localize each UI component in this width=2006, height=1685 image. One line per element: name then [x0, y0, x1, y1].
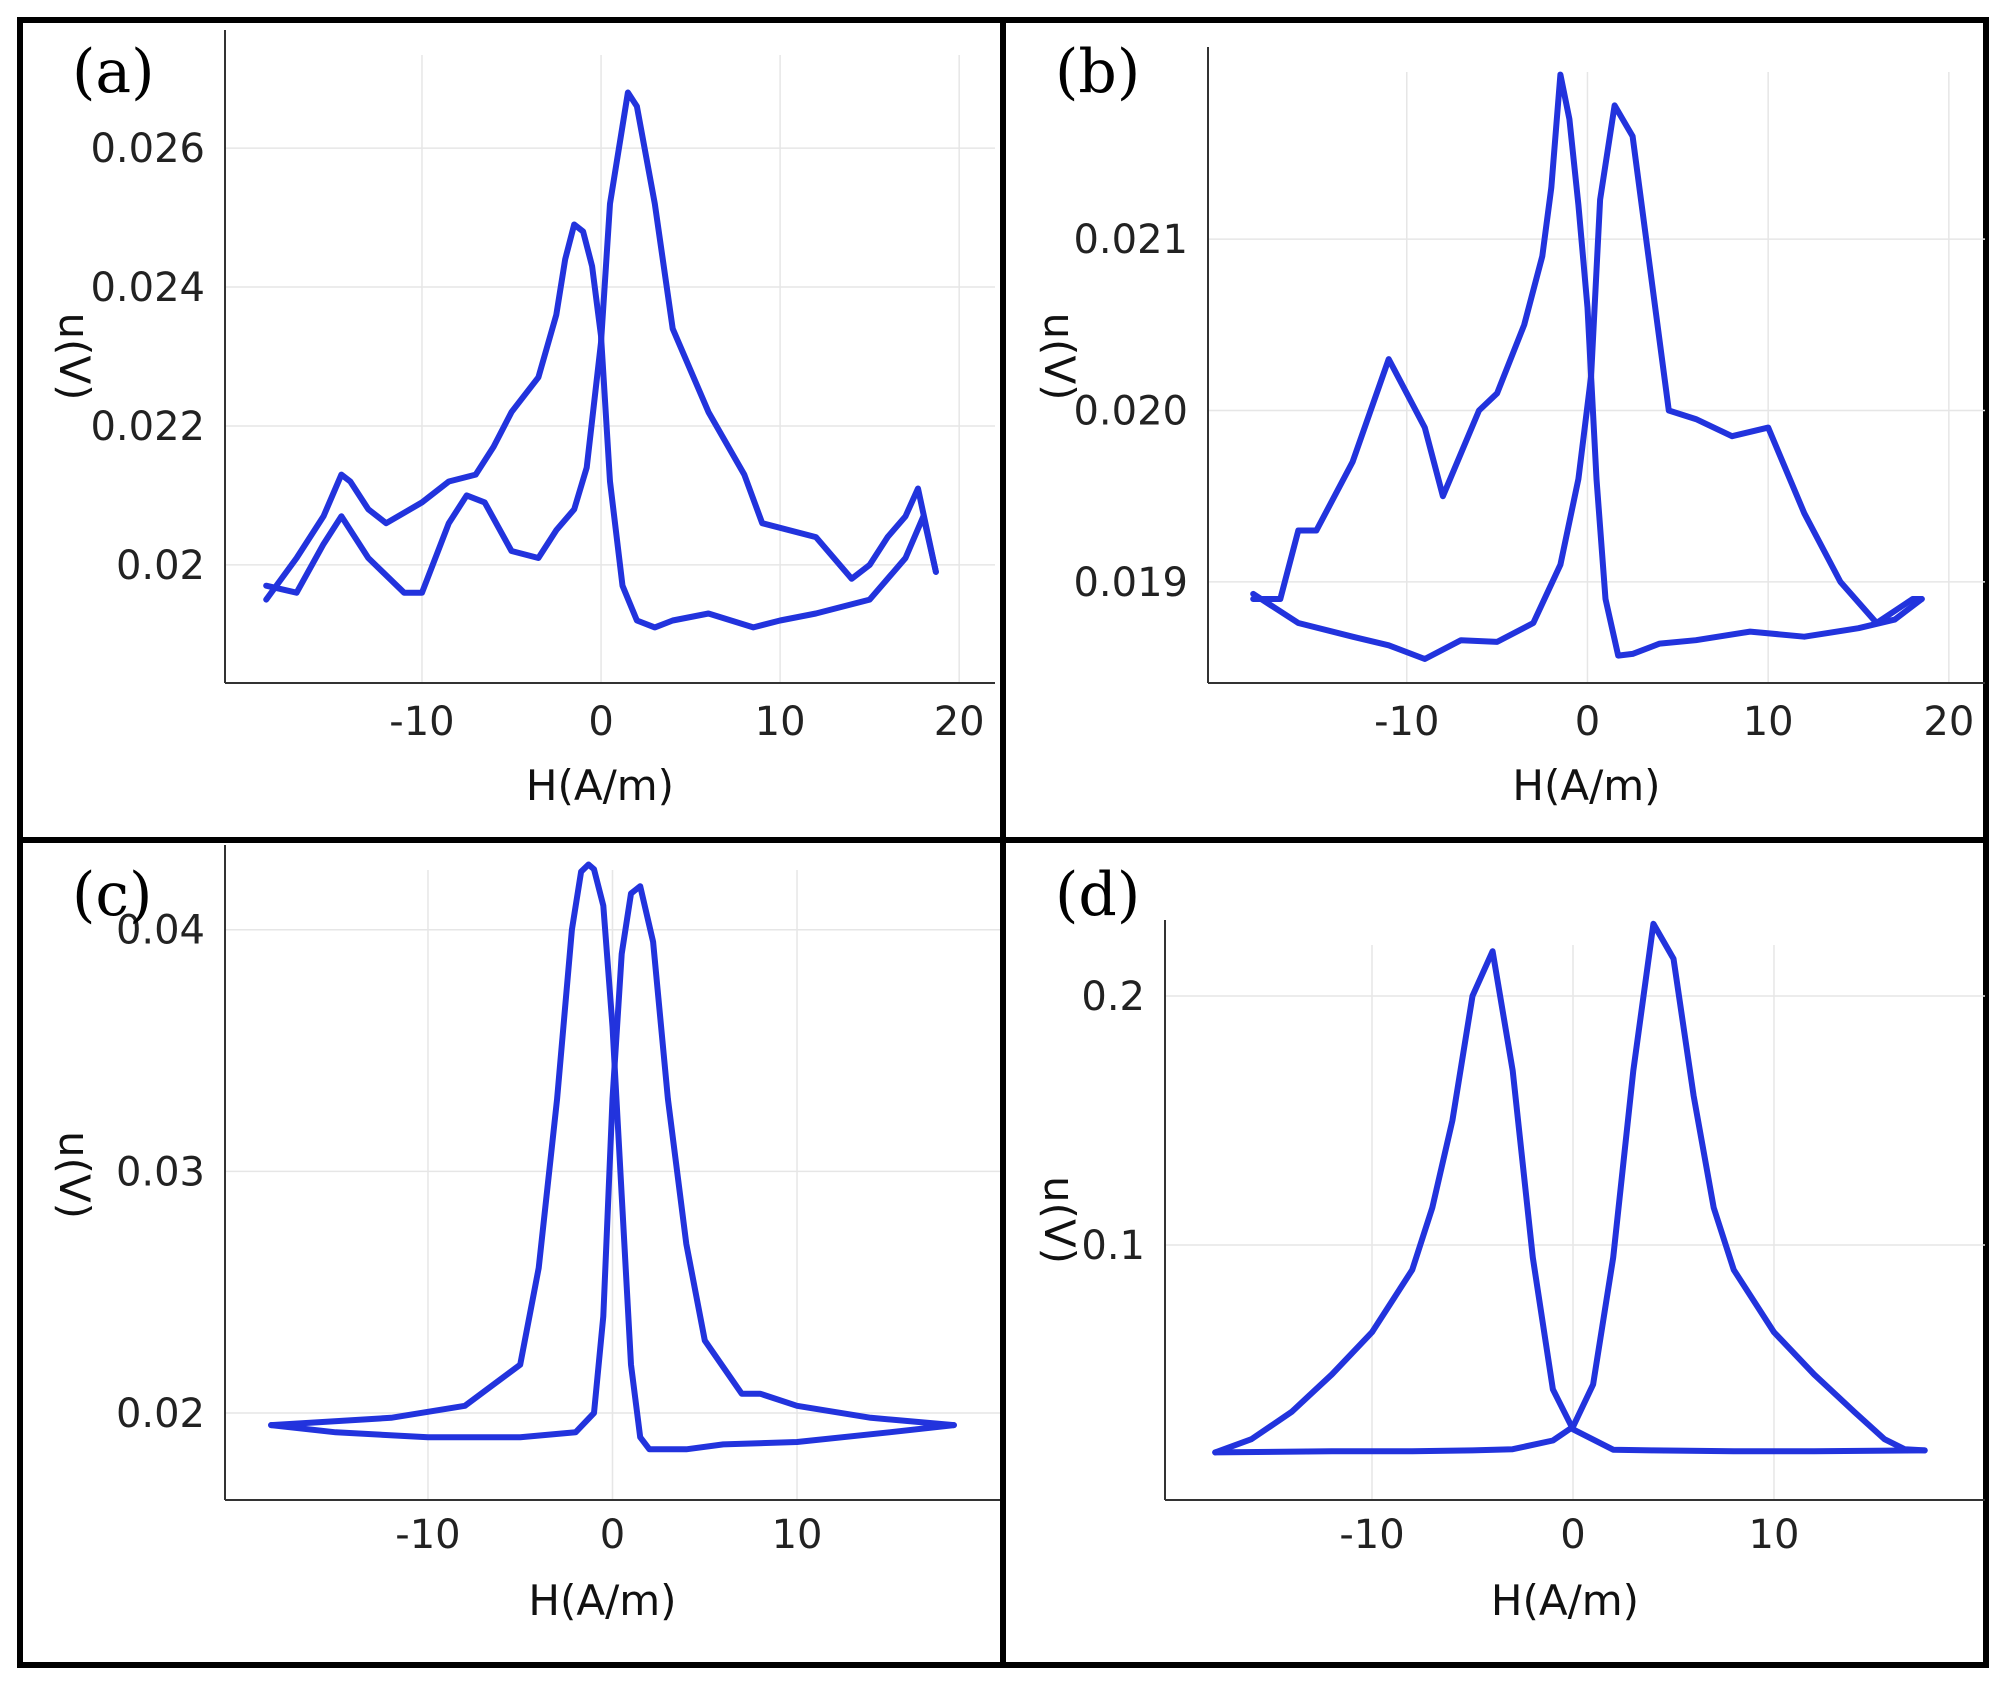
panel-label-a: (a) — [72, 37, 155, 107]
y-tick-label: 0.02 — [116, 543, 205, 589]
x-tick-label: -10 — [1374, 699, 1439, 745]
series-line-b-2 — [1250, 71, 1925, 659]
x-tick-label: 20 — [934, 699, 985, 745]
chart-panel-b: -10 0 10 20 0.019 0.020 0.021 H(A/m) u(V) (b) — [1035, 37, 1985, 810]
y-tick-label: 0.024 — [90, 265, 205, 311]
series-line-c-1 — [268, 883, 957, 1441]
panel-label-d: (d) — [1055, 860, 1140, 930]
y-tick-label: 0.04 — [116, 908, 205, 954]
x-tick-label: 10 — [772, 1512, 823, 1558]
y-axis-title: u(V) — [50, 1131, 99, 1219]
x-axis-title: H(A/m) — [1491, 1576, 1639, 1625]
frame-panel-c — [17, 837, 1006, 1668]
y-tick-label: 0.021 — [1073, 217, 1188, 263]
series-line-d-2 — [1212, 948, 1928, 1456]
chart-panel-a: -10 0 10 20 0.02 0.022 0.024 0.026 H(A/m) u(V) (a) — [50, 30, 995, 810]
y-tick-label: 0.2 — [1081, 974, 1145, 1020]
x-axis-title: H(A/m) — [528, 1576, 676, 1625]
y-tick-label: 0.026 — [90, 126, 205, 172]
x-tick-label: 10 — [755, 699, 806, 745]
series-line-d-1 — [1212, 920, 1928, 1456]
y-tick-label: 0.019 — [1073, 560, 1188, 606]
panel-label-c: (c) — [72, 860, 152, 930]
y-axis-title: u(V) — [50, 312, 99, 400]
x-tick-label: 0 — [588, 699, 613, 745]
y-tick-label: 0.022 — [90, 404, 205, 450]
y-tick-label: 0.1 — [1081, 1223, 1145, 1269]
x-axis-title: H(A/m) — [1512, 761, 1660, 810]
x-tick-label: 0 — [1575, 699, 1600, 745]
x-tick-label: 0 — [600, 1512, 625, 1558]
frame-panel-d — [1000, 837, 1989, 1668]
series-line-a-2 — [263, 221, 939, 631]
x-tick-label: -10 — [395, 1512, 460, 1558]
charts-layer: -10 0 10 20 0.02 0.022 0.024 0.026 H(A/m) u(V) (a)… — [50, 30, 1985, 1625]
x-tick-label: 20 — [1923, 699, 1974, 745]
y-tick-label: 0.03 — [116, 1149, 205, 1195]
chart-panel-d: -10 0 10 0.1 0.2 H(A/m) u(V) (d) — [1035, 860, 1985, 1625]
y-tick-label: 0.020 — [1073, 388, 1188, 434]
y-axis-title: u(V) — [1035, 312, 1084, 400]
y-tick-label: 0.02 — [116, 1391, 205, 1437]
series-line-c-2 — [268, 861, 957, 1453]
x-tick-label: -10 — [389, 699, 454, 745]
y-axis-title: u(V) — [1035, 1176, 1084, 1264]
panel-frames — [17, 17, 1989, 1668]
x-axis-title: H(A/m) — [526, 761, 674, 810]
chart-panel-c: -10 0 10 0.02 0.03 0.04 H(A/m) u(V) (c) — [50, 845, 1000, 1625]
series-line-b-1 — [1250, 102, 1925, 662]
panel-label-b: (b) — [1055, 37, 1140, 107]
x-tick-label: 0 — [1560, 1512, 1585, 1558]
x-tick-label: 10 — [1743, 699, 1794, 745]
x-tick-label: -10 — [1339, 1512, 1404, 1558]
x-tick-label: 10 — [1749, 1512, 1800, 1558]
